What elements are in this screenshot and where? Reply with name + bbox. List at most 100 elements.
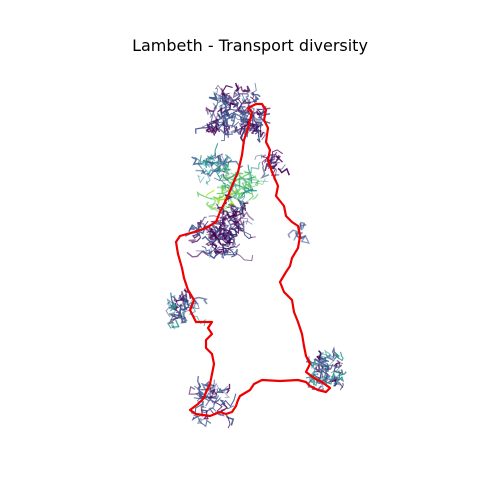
street-segment xyxy=(269,154,279,165)
street-segment xyxy=(235,227,253,240)
street-segment xyxy=(230,188,238,200)
street-segment xyxy=(313,367,324,381)
street-segment xyxy=(316,355,323,361)
street-segment xyxy=(227,216,238,222)
street-segment xyxy=(233,220,253,233)
street-segment xyxy=(230,128,241,134)
street-segment xyxy=(235,84,240,91)
street-segment xyxy=(221,131,230,142)
street-segment xyxy=(299,223,307,231)
street-segment xyxy=(230,187,241,194)
street-segment xyxy=(250,82,257,96)
street-segment xyxy=(229,222,240,229)
street-segment xyxy=(219,93,223,102)
street-segment xyxy=(218,242,229,251)
street-segment xyxy=(217,197,229,205)
street-segment xyxy=(202,123,211,134)
street-segment xyxy=(177,307,186,314)
street-segment xyxy=(216,111,227,120)
street-segment xyxy=(223,127,227,135)
street-segment xyxy=(238,122,247,128)
street-segment xyxy=(238,106,246,116)
street-segment xyxy=(205,172,211,186)
street-segment xyxy=(216,206,225,216)
street-segment xyxy=(207,204,222,212)
street-segment xyxy=(244,111,251,128)
street-segment xyxy=(226,214,238,225)
street-segment xyxy=(241,211,255,221)
street-segment xyxy=(217,154,223,163)
street-segment xyxy=(331,346,335,359)
street-segment xyxy=(230,111,241,128)
street-segment xyxy=(247,171,257,180)
street-segment xyxy=(222,85,233,93)
street-segment xyxy=(249,178,266,188)
street-segment xyxy=(254,129,261,143)
street-segment xyxy=(225,414,235,426)
street-segment xyxy=(209,388,216,395)
street-segment xyxy=(192,413,204,418)
street-segment xyxy=(221,224,230,242)
street-segment xyxy=(224,383,231,394)
street-segment xyxy=(210,220,222,226)
street-segment xyxy=(339,382,344,391)
street-segment xyxy=(224,211,232,218)
street-segment xyxy=(199,155,204,164)
street-segment xyxy=(196,219,203,229)
street-segment xyxy=(171,319,180,329)
street-segment xyxy=(232,86,248,99)
street-segment xyxy=(242,85,251,93)
street-segment xyxy=(214,88,219,103)
network-cluster xyxy=(195,102,235,142)
street-segment xyxy=(225,124,228,135)
street-segment xyxy=(222,246,235,253)
street-segment xyxy=(228,228,238,237)
street-segment xyxy=(211,224,218,233)
street-segment xyxy=(217,107,226,116)
street-segment xyxy=(213,395,221,405)
street-segment xyxy=(205,201,217,211)
street-segment xyxy=(209,228,220,241)
street-segment xyxy=(233,125,243,134)
street-segment xyxy=(230,236,241,249)
street-segment xyxy=(214,121,230,134)
street-segment xyxy=(224,174,233,179)
street-segment xyxy=(239,202,244,210)
street-segment xyxy=(168,292,176,309)
street-segment xyxy=(176,312,183,320)
street-segment xyxy=(224,154,232,166)
street-segment xyxy=(260,166,270,179)
street-segment xyxy=(333,369,341,380)
street-segment xyxy=(205,107,214,115)
street-segment xyxy=(219,399,226,406)
street-segment xyxy=(230,225,239,235)
street-segment xyxy=(224,160,244,169)
street-segment xyxy=(243,231,256,238)
street-segment xyxy=(242,202,249,212)
street-segment xyxy=(240,93,246,108)
street-segment xyxy=(224,233,233,242)
street-segment xyxy=(271,163,278,170)
street-segment xyxy=(207,154,216,162)
street-segment xyxy=(226,114,235,127)
street-segment xyxy=(208,215,222,219)
network-cluster xyxy=(188,375,237,429)
street-segment xyxy=(330,365,342,374)
street-segment xyxy=(208,129,216,136)
street-segment xyxy=(206,155,213,161)
street-segment xyxy=(191,156,203,166)
street-segment xyxy=(243,170,252,180)
street-segment xyxy=(170,302,174,310)
street-segment xyxy=(213,250,223,255)
street-segment xyxy=(239,217,249,225)
street-segment xyxy=(211,237,220,243)
street-segment xyxy=(188,239,196,243)
street-segment xyxy=(165,298,173,318)
street-segment xyxy=(234,192,243,200)
street-segment xyxy=(219,194,225,199)
street-segment xyxy=(211,160,224,167)
street-segment xyxy=(188,300,200,305)
street-segment xyxy=(236,206,245,217)
street-segment xyxy=(206,231,214,235)
street-segment xyxy=(209,253,218,260)
